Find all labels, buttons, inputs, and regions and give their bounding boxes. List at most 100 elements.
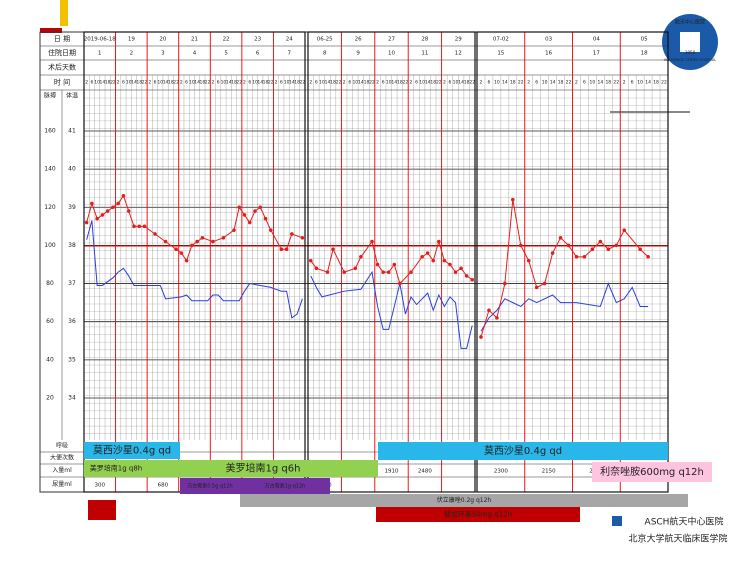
temp-point (598, 239, 603, 244)
time-slot: 2 (623, 80, 626, 86)
date: 27 (388, 37, 395, 43)
drug-label: 替加环素50mg q12h (444, 510, 512, 519)
temp-point (253, 209, 257, 213)
temp-point (464, 274, 469, 278)
pulse-tick: 40 (46, 356, 54, 363)
temperature-line (86, 194, 303, 262)
row-label: 时 间 (54, 78, 70, 87)
date: 06-25 (317, 37, 333, 43)
time-slot: 22 (661, 80, 667, 86)
temp-point (184, 258, 189, 263)
time-slot: 10 (386, 80, 392, 86)
hospital-day: 8 (323, 51, 327, 57)
temp-point (84, 220, 89, 225)
time-slot: 14 (131, 80, 137, 86)
time-slot: 22 (173, 80, 179, 86)
temp-point (638, 247, 642, 252)
date: 26 (355, 37, 362, 43)
temp-point (420, 255, 424, 259)
date: 19 (128, 37, 135, 43)
temp-point (558, 235, 563, 240)
temp-point (487, 308, 491, 313)
time-slot: 6 (583, 80, 586, 86)
date: 21 (191, 37, 198, 43)
date: 22 (223, 37, 230, 43)
pulse-tick: 20 (46, 394, 54, 401)
time-slot: 22 (469, 80, 475, 86)
time-slot: 2 (148, 80, 151, 86)
time-slot: 14 (325, 80, 331, 86)
date: 29 (455, 37, 462, 43)
hospital-day: 15 (497, 51, 504, 57)
temp-point (163, 239, 168, 244)
time-slot: 22 (300, 80, 306, 86)
time-slot: 14 (502, 80, 508, 86)
hospital-day: 10 (388, 51, 395, 57)
time-slot: 6 (631, 80, 634, 86)
temp-tick: 38 (68, 242, 76, 249)
drug-bar (148, 460, 378, 477)
time-slot: 14 (257, 80, 263, 86)
hospital-day: 16 (545, 51, 552, 57)
time-slot: 2 (376, 80, 379, 86)
temp-point (342, 270, 346, 274)
temp-tick: 34 (68, 394, 76, 401)
date: 03 (545, 37, 552, 43)
temp-point (381, 270, 385, 274)
temp-point (409, 270, 413, 274)
date: 07-02 (493, 37, 509, 43)
time-slot: 10 (542, 80, 548, 86)
pulse-label: 脉搏 (44, 92, 56, 100)
time-slot: 2 (85, 80, 88, 86)
temp-point (142, 224, 147, 229)
time-slot: 22 (403, 80, 409, 86)
hospital-day: 12 (455, 51, 462, 57)
time-slot: 14 (645, 80, 651, 86)
temp-point (314, 266, 319, 271)
temp-tick: 35 (68, 356, 76, 363)
temp-point (232, 228, 236, 232)
drug-label: 美罗培南1g q8h (90, 464, 142, 473)
temp-point (606, 247, 611, 252)
time-slot: 18 (464, 80, 470, 86)
drug-bar (84, 460, 148, 477)
temp-point (258, 205, 263, 210)
temp-point (247, 220, 252, 225)
temp-point (622, 228, 627, 232)
time-slot: 10 (494, 80, 500, 86)
time-slot: 6 (90, 80, 93, 86)
temp-point (95, 216, 99, 221)
time-slot: 2 (180, 80, 183, 86)
intake: 2480 (418, 469, 432, 475)
temp-point (284, 247, 289, 252)
temp-point (386, 270, 391, 274)
temp-point (353, 266, 358, 271)
drug-bar (592, 462, 712, 482)
intake: 2300 (494, 469, 508, 475)
temp-point (566, 243, 571, 248)
time-slot: 14 (550, 80, 556, 86)
temp-point (137, 224, 142, 229)
hospital-day: 17 (593, 51, 600, 57)
temp-point (582, 255, 587, 259)
logo-en: AEROSPACE CENTER HOSPITAL (664, 58, 717, 62)
hospital-day: 11 (421, 51, 428, 57)
temp-point (511, 197, 515, 202)
time-slot: 6 (280, 80, 283, 86)
hospital-day: 5 (224, 51, 228, 57)
temp-point (470, 277, 475, 282)
time-slot: 18 (330, 80, 336, 86)
time-slot: 2 (527, 80, 530, 86)
date: 04 (593, 37, 600, 43)
urine: 300 (95, 483, 106, 489)
pulse-tick: 80 (46, 280, 54, 287)
temp-point (126, 209, 131, 213)
time-slot: 2 (480, 80, 483, 86)
temp-point (375, 262, 380, 267)
logo-cn: 航天中心医院 (675, 19, 705, 26)
temp-point (534, 285, 539, 290)
drug-label: 伏立康唑0.2g q12h (437, 496, 492, 504)
temp-point (179, 251, 184, 255)
pulse-tick: 140 (44, 166, 56, 173)
small-drug-box (88, 500, 116, 520)
